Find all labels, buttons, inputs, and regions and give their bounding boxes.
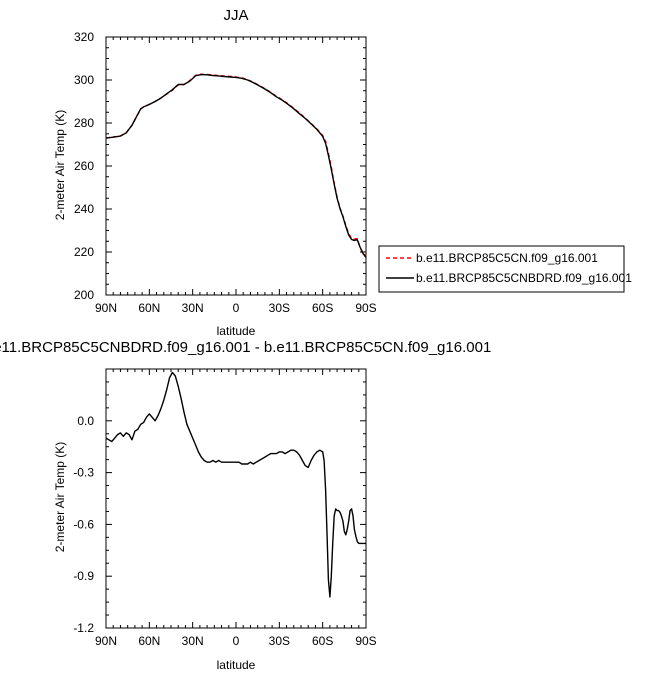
legend-label-series-2: b.e11.BRCP85C5CNBDRD.f09_g16.001 — [416, 271, 632, 285]
top-y-tick-label: 220 — [74, 245, 94, 259]
top-y-axis-label: 2-meter Air Temp (K) — [53, 110, 67, 220]
legend-box — [378, 245, 625, 293]
top-x-tick-label: 60N — [138, 301, 160, 315]
top-series-line-2 — [105, 73, 367, 258]
top-plot-frame — [105, 36, 367, 296]
bottom-x-tick-label: 90S — [355, 634, 376, 648]
bottom-x-tick-label: 0 — [233, 634, 240, 648]
legend: b.e11.BRCP85C5CN.f09_g16.001 b.e11.BRCP8… — [378, 245, 632, 293]
top-chart: JJA 90N 60N 30N 0 30S 60S 90S 200 220 240 260 280 30… — [53, 7, 632, 338]
top-x-tick-label: 30N — [182, 301, 204, 315]
bottom-y-tick-label: -0.9 — [73, 569, 94, 583]
top-plot-area: 90N 60N 30N 0 30S 60S 90S 200 220 240 260 280 300 320 — [74, 30, 377, 315]
top-y-tick-label: 320 — [74, 30, 94, 44]
top-y-tick-label: 300 — [74, 73, 94, 87]
top-x-tick-label: 90N — [95, 301, 117, 315]
top-x-axis-label: latitude — [217, 324, 256, 338]
bottom-x-axis-label: latitude — [217, 658, 256, 672]
top-y-tick-label: 200 — [74, 288, 94, 302]
bottom-x-tick-label: 90N — [95, 634, 117, 648]
bottom-plot-frame — [105, 368, 367, 629]
bottom-y-tick-label: -0.6 — [73, 517, 94, 531]
top-chart-title: JJA — [223, 7, 248, 24]
legend-label-series-1: b.e11.BRCP85C5CN.f09_g16.001 — [416, 251, 598, 265]
top-x-tick-label: 30S — [269, 301, 290, 315]
bottom-x-tick-label: 30N — [182, 634, 204, 648]
bottom-y-axis-label: 2-meter Air Temp (K) — [53, 442, 67, 552]
bottom-y-tick-label: -0.3 — [73, 466, 94, 480]
top-x-tick-label: 90S — [355, 301, 376, 315]
bottom-y-tick-label: -1.2 — [73, 621, 94, 635]
top-y-tick-label: 260 — [74, 159, 94, 173]
top-y-tick-label: 280 — [74, 116, 94, 130]
bottom-plot-area: 90N 60N 30N 0 30S 60S 90S -1.2 -0.9 -0.6 -0.3 0.0 — [73, 368, 377, 648]
top-x-tick-label: 0 — [233, 301, 240, 315]
bottom-chart-title: b.e11.BRCP85C5CNBDRD.f09_g16.001 - b.e11… — [0, 339, 491, 356]
bottom-x-tick-label: 60S — [312, 634, 333, 648]
bottom-x-tick-label: 60N — [138, 634, 160, 648]
bottom-series-line-1 — [105, 371, 366, 598]
bottom-chart: b.e11.BRCP85C5CNBDRD.f09_g16.001 - b.e11… — [0, 339, 491, 672]
top-y-tick-label: 240 — [74, 202, 94, 216]
bottom-x-tick-label: 30S — [269, 634, 290, 648]
bottom-y-tick-label: 0.0 — [77, 414, 94, 428]
top-series-line-1 — [105, 73, 367, 257]
top-x-tick-label: 60S — [312, 301, 333, 315]
